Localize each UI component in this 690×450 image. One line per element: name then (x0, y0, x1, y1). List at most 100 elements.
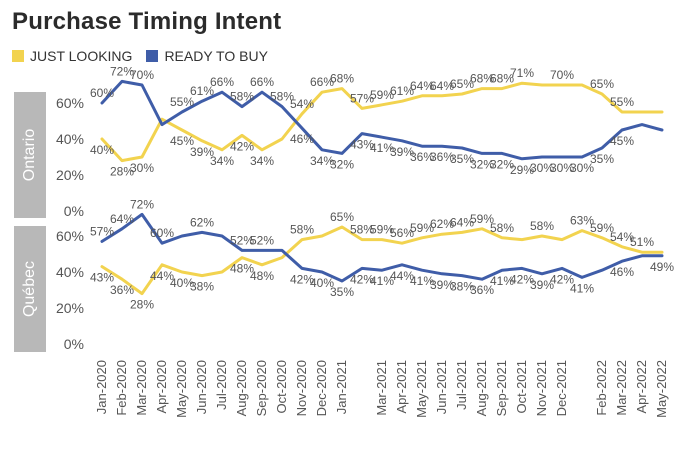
data-label-qu-bec-ready-to-buy-11: 40% (310, 276, 334, 290)
xtick-aug-2020: Aug-2020 (234, 360, 249, 416)
data-label-ontario-just-looking-17: 64% (430, 79, 454, 93)
series-line-qu-bec-ready-to-buy (100, 212, 664, 283)
data-label-qu-bec-ready-to-buy-10: 42% (290, 272, 314, 286)
ytick-ontario-2: 40% (56, 131, 84, 147)
xtick-apr-2021: Apr-2021 (394, 360, 409, 413)
data-label-qu-bec-just-looking-20: 58% (490, 221, 514, 235)
xtick-may-2020: May-2020 (174, 360, 189, 418)
data-label-qu-bec-just-looking-5: 38% (190, 280, 214, 294)
xtick-jan-2021: Jan-2021 (334, 360, 349, 414)
data-label-qu-bec-ready-to-buy-13: 42% (350, 272, 374, 286)
data-label-qu-bec-just-looking-0: 43% (90, 271, 114, 285)
data-label-qu-bec-ready-to-buy-18: 38% (450, 280, 474, 294)
xtick-apr-2022: Apr-2022 (634, 360, 649, 413)
data-label-ontario-just-looking-2: 30% (130, 161, 154, 175)
data-label-ontario-just-looking-14: 59% (370, 88, 394, 102)
data-label-ontario-ready-to-buy-2: 70% (130, 68, 154, 82)
xtick-may-2021: May-2021 (414, 360, 429, 418)
xtick-jun-2021: Jun-2021 (434, 360, 449, 414)
data-label-ontario-just-looking-0: 40% (90, 143, 114, 157)
ytick-ontario-1: 20% (56, 167, 84, 183)
data-label-qu-bec-ready-to-buy-2: 72% (130, 197, 154, 211)
data-label-ontario-ready-to-buy-18: 35% (450, 152, 474, 166)
xtick-jan-2020: Jan-2020 (94, 360, 109, 414)
panel-label-qu-bec: Québec (21, 261, 38, 317)
data-label-ontario-ready-to-buy-24: 30% (570, 161, 594, 175)
xtick-apr-2020: Apr-2020 (154, 360, 169, 413)
data-label-ontario-ready-to-buy-4: 55% (170, 95, 194, 109)
data-label-qu-bec-just-looking-3: 44% (150, 269, 174, 283)
data-label-ontario-just-looking-13: 57% (350, 91, 374, 105)
data-label-ontario-just-looking-12: 68% (330, 72, 354, 86)
data-label-qu-bec-ready-to-buy-8: 52% (250, 233, 274, 247)
series-line-ontario-ready-to-buy (100, 79, 664, 161)
data-label-qu-bec-just-looking-4: 40% (170, 276, 194, 290)
data-label-qu-bec-ready-to-buy-19: 36% (470, 283, 494, 297)
data-label-ontario-just-looking-6: 34% (210, 154, 234, 168)
xtick-sep-2021: Sep-2021 (494, 360, 509, 416)
data-label-qu-bec-just-looking-17: 62% (430, 217, 454, 231)
data-label-ontario-just-looking-1: 28% (110, 165, 134, 179)
data-label-ontario-ready-to-buy-25: 35% (590, 152, 614, 166)
data-label-qu-bec-ready-to-buy-26: 46% (610, 265, 634, 279)
xtick-nov-2021: Nov-2021 (534, 360, 549, 416)
data-label-qu-bec-just-looking-1: 36% (110, 283, 134, 297)
data-label-qu-bec-ready-to-buy-17: 39% (430, 278, 454, 292)
data-label-ontario-ready-to-buy-14: 41% (370, 141, 394, 155)
data-label-ontario-just-looking-8: 34% (250, 154, 274, 168)
panel-band-qu-bec (14, 226, 46, 352)
data-label-qu-bec-just-looking-27: 51% (630, 235, 654, 249)
ytick-qu-bec-0: 0% (64, 336, 84, 352)
xtick-may-2022: May-2022 (654, 360, 669, 418)
data-label-ontario-ready-to-buy-20: 32% (490, 157, 514, 171)
xtick-mar-2021: Mar-2021 (374, 360, 389, 416)
panel-band-ontario (14, 92, 46, 218)
data-label-qu-bec-just-looking-15: 56% (390, 226, 414, 240)
data-label-ontario-ready-to-buy-19: 32% (470, 157, 494, 171)
xtick-feb-2022: Feb-2022 (594, 360, 609, 416)
data-label-ontario-just-looking-26: 55% (610, 95, 634, 109)
data-label-ontario-just-looking-25: 65% (590, 77, 614, 91)
data-label-ontario-just-looking-7: 42% (230, 139, 254, 153)
data-label-qu-bec-ready-to-buy-15: 44% (390, 269, 414, 283)
legend-label-just-looking: JUST LOOKING (30, 48, 133, 64)
data-label-ontario-ready-to-buy-22: 30% (530, 161, 554, 175)
legend: JUST LOOKING READY TO BUY (12, 48, 282, 64)
xtick-oct-2021: Oct-2021 (514, 360, 529, 413)
data-label-ontario-just-looking-15: 61% (390, 84, 414, 98)
data-label-qu-bec-just-looking-2: 28% (130, 298, 154, 312)
data-label-qu-bec-just-looking-18: 64% (450, 215, 474, 229)
xtick-sep-2020: Sep-2020 (254, 360, 269, 416)
data-label-qu-bec-ready-to-buy-14: 41% (370, 274, 394, 288)
xtick-dec-2020: Dec-2020 (314, 360, 329, 416)
data-label-qu-bec-just-looking-8: 48% (250, 269, 274, 283)
data-label-ontario-just-looking-19: 68% (470, 72, 494, 86)
data-label-ontario-just-looking-10: 54% (290, 97, 314, 111)
legend-swatch-ready-to-buy (146, 50, 159, 62)
data-label-qu-bec-just-looking-26: 54% (610, 230, 634, 244)
data-label-qu-bec-just-looking-16: 59% (410, 221, 434, 235)
data-label-ontario-ready-to-buy-5: 61% (190, 84, 214, 98)
chart-title: Purchase Timing Intent (12, 8, 282, 35)
data-label-ontario-just-looking-21: 71% (510, 66, 534, 80)
data-label-ontario-just-looking-4: 45% (170, 134, 194, 148)
data-label-ontario-just-looking-16: 64% (410, 79, 434, 93)
data-label-qu-bec-just-looking-14: 59% (370, 223, 394, 237)
data-label-qu-bec-ready-to-buy-20: 41% (490, 274, 514, 288)
xtick-oct-2020: Oct-2020 (274, 360, 289, 413)
data-label-qu-bec-just-looking-13: 58% (350, 223, 374, 237)
xtick-feb-2020: Feb-2020 (114, 360, 129, 416)
data-label-qu-bec-ready-to-buy-16: 41% (410, 274, 434, 288)
data-label-qu-bec-ready-to-buy-21: 42% (510, 272, 534, 286)
xtick-jul-2020: Jul-2020 (214, 360, 229, 410)
data-label-qu-bec-just-looking-25: 59% (590, 221, 614, 235)
data-label-ontario-ready-to-buy-23: 30% (550, 161, 574, 175)
ytick-qu-bec-1: 20% (56, 300, 84, 316)
data-label-ontario-ready-to-buy-12: 32% (330, 157, 354, 171)
legend-item-ready-to-buy: READY TO BUY (146, 48, 268, 64)
data-label-qu-bec-just-looking-7: 48% (230, 262, 254, 276)
data-label-qu-bec-ready-to-buy-0: 57% (90, 224, 114, 238)
ytick-qu-bec-3: 60% (56, 228, 84, 244)
data-label-ontario-just-looking-20: 68% (490, 72, 514, 86)
